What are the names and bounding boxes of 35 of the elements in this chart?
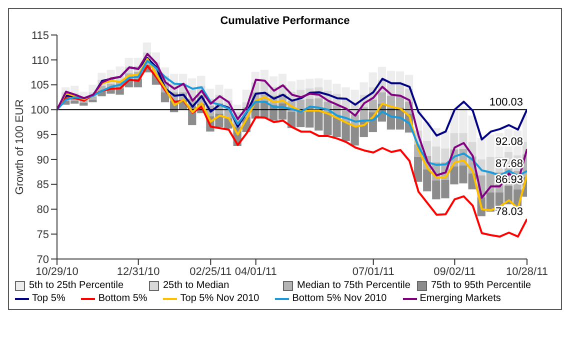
x-tick-label: 10/28/11 [506, 266, 548, 278]
legend-label: Emerging Markets [420, 292, 501, 305]
legend-label: 25th to Median [163, 279, 230, 292]
y-tick-label: 110 [31, 54, 49, 67]
x-tick-label: 07/01/11 [352, 266, 394, 278]
legend-label: Median to 75th Percentile [297, 279, 410, 292]
x-tick-label: 12/31/10 [116, 266, 160, 278]
data-label: 87.68 [495, 158, 523, 170]
y-tick-label: 80 [36, 204, 49, 216]
data-label: 78.03 [495, 206, 523, 218]
y-tick-label: 100 [30, 104, 49, 117]
y-tick-label: 85 [36, 179, 49, 192]
y-tick-label: 75 [36, 229, 49, 242]
y-axis-title: Growth of 100 EUR [14, 99, 26, 195]
y-tick-label: 90 [36, 154, 49, 166]
x-tick-label: 02/25/11 [190, 266, 232, 278]
x-tick-label: 04/01/11 [234, 266, 277, 278]
bar [88, 100, 97, 102]
y-tick-label: 70 [36, 254, 49, 266]
y-tick-label: 115 [31, 30, 49, 42]
x-tick-label: 10/29/10 [36, 266, 78, 278]
legend-label: Top 5% Nov 2010 [180, 292, 260, 305]
legend-label: Top 5% [32, 292, 66, 305]
data-label: 92.08 [495, 136, 523, 148]
y-tick-label: 95 [36, 129, 49, 142]
line-series [57, 60, 527, 177]
y-tick-label: 105 [30, 80, 49, 92]
legend-label: Bottom 5% [98, 292, 148, 305]
legend-label: 75th to 95th Percentile [431, 279, 532, 292]
legend-label: Bottom 5% Nov 2010 [292, 292, 387, 305]
legend-label: 5th to 25th Percentile [29, 279, 124, 292]
x-tick-label: 09/02/11 [434, 266, 476, 278]
chart-title: Cumulative Performance [219, 15, 351, 27]
bar [142, 42, 151, 52]
data-label: 100.03 [489, 96, 523, 109]
